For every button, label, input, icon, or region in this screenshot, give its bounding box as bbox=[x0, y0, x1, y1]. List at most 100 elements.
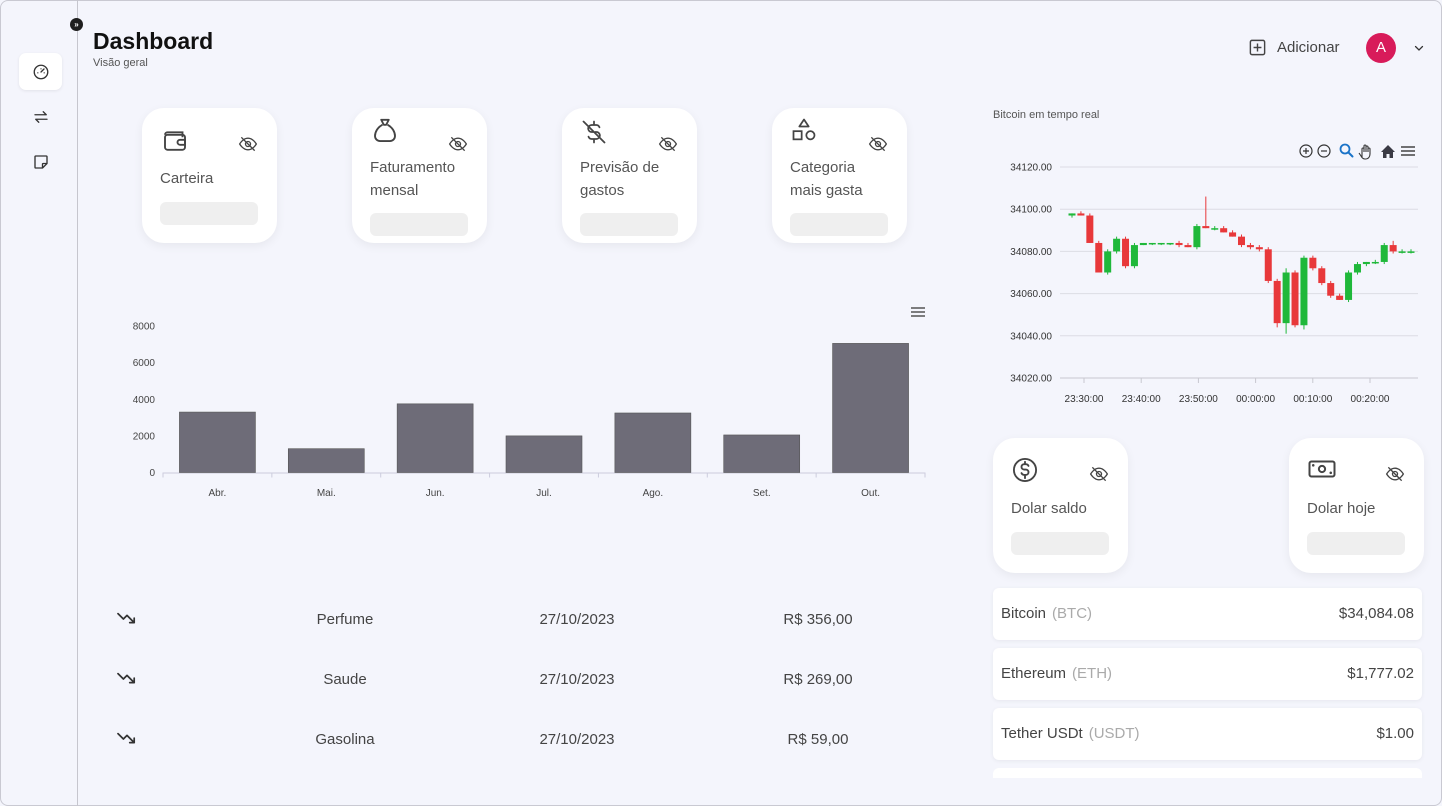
candle[interactable] bbox=[1345, 270, 1353, 303]
bar[interactable] bbox=[396, 403, 474, 473]
card-label: Carteira bbox=[160, 170, 214, 187]
candle[interactable] bbox=[1068, 213, 1076, 218]
candle[interactable] bbox=[1122, 236, 1130, 269]
trending-down-icon bbox=[117, 672, 136, 684]
card-categoria[interactable]: Categoria mais gasta bbox=[772, 108, 907, 243]
chevron-down-icon[interactable] bbox=[1413, 42, 1425, 54]
home-icon[interactable] bbox=[1381, 145, 1395, 158]
sidebar-collapse-button[interactable]: » bbox=[70, 18, 83, 31]
transaction-row[interactable]: Perfume 27/10/2023 R$ 356,00 bbox=[112, 605, 912, 635]
candle[interactable] bbox=[1077, 211, 1085, 216]
crypto-name: Tether USDt (USDT) bbox=[1001, 725, 1140, 742]
candle[interactable] bbox=[1380, 242, 1388, 265]
zoom-select-icon[interactable] bbox=[1339, 143, 1354, 158]
cash-bill-icon bbox=[1308, 460, 1336, 478]
candle[interactable] bbox=[1157, 242, 1165, 246]
candle[interactable] bbox=[1130, 242, 1138, 269]
candle[interactable] bbox=[1371, 259, 1379, 265]
candle[interactable] bbox=[1264, 247, 1272, 284]
value-placeholder bbox=[1011, 532, 1109, 555]
card-carteira[interactable]: Carteira bbox=[142, 108, 277, 243]
candle[interactable] bbox=[1229, 230, 1237, 237]
chart-menu-icon[interactable] bbox=[1401, 146, 1415, 156]
eye-off-icon[interactable] bbox=[868, 134, 888, 154]
eye-off-icon[interactable] bbox=[1385, 464, 1405, 484]
candle[interactable] bbox=[1327, 280, 1335, 298]
card-faturamento[interactable]: Faturamento mensal bbox=[352, 108, 487, 243]
candle[interactable] bbox=[1193, 223, 1201, 250]
crypto-name: Bitcoin (BTC) bbox=[1001, 605, 1093, 622]
candle[interactable] bbox=[1353, 261, 1361, 275]
candle[interactable] bbox=[1175, 240, 1183, 248]
bar[interactable] bbox=[832, 343, 909, 473]
candle[interactable] bbox=[1309, 255, 1317, 271]
candle[interactable] bbox=[1148, 242, 1156, 246]
crypto-symbol: (BTC) bbox=[1052, 605, 1093, 622]
crypto-row-partial bbox=[993, 768, 1422, 778]
zoom-in-icon[interactable] bbox=[1299, 144, 1313, 158]
transaction-row[interactable]: Gasolina 27/10/2023 R$ 59,00 bbox=[112, 725, 912, 755]
candle[interactable] bbox=[1300, 255, 1308, 330]
sidebar-item-dashboard[interactable] bbox=[19, 53, 62, 90]
candle[interactable] bbox=[1238, 234, 1245, 248]
y-tick-label: 34120.00 bbox=[1010, 163, 1052, 174]
candle[interactable] bbox=[1184, 242, 1192, 248]
pan-hand-icon[interactable] bbox=[1358, 144, 1371, 160]
x-tick-label: Jul. bbox=[536, 488, 552, 499]
candle[interactable] bbox=[1398, 249, 1406, 254]
sidebar-item-transactions[interactable] bbox=[19, 98, 62, 135]
candle[interactable] bbox=[1246, 242, 1254, 250]
eye-off-icon[interactable] bbox=[238, 134, 258, 154]
candle[interactable] bbox=[1318, 266, 1326, 286]
bar[interactable] bbox=[179, 411, 256, 473]
card-previsao[interactable]: Previsão de gastos bbox=[562, 108, 697, 243]
transaction-amount: R$ 59,00 bbox=[787, 731, 849, 748]
candle[interactable] bbox=[1362, 261, 1370, 267]
bar[interactable] bbox=[614, 412, 692, 473]
candle[interactable] bbox=[1086, 213, 1094, 243]
avatar[interactable]: A bbox=[1366, 33, 1396, 63]
candle[interactable] bbox=[1104, 249, 1112, 275]
page-subtitle: Visão geral bbox=[93, 57, 148, 69]
candle[interactable] bbox=[1220, 226, 1228, 233]
candle[interactable] bbox=[1389, 240, 1397, 254]
candle[interactable] bbox=[1291, 270, 1299, 328]
value-placeholder bbox=[160, 202, 258, 225]
candle[interactable] bbox=[1336, 293, 1344, 300]
eye-off-icon[interactable] bbox=[1089, 464, 1109, 484]
y-tick-label: 4000 bbox=[133, 395, 156, 406]
add-button[interactable]: Adicionar bbox=[1248, 38, 1340, 57]
candle[interactable] bbox=[1113, 236, 1121, 254]
chart-menu-icon[interactable] bbox=[910, 306, 926, 318]
candle[interactable] bbox=[1255, 245, 1263, 252]
candle[interactable] bbox=[1139, 242, 1147, 246]
candle[interactable] bbox=[1095, 240, 1103, 273]
crypto-row[interactable]: Bitcoin (BTC) $34,084.08 bbox=[993, 588, 1422, 640]
transaction-row[interactable]: Saude 27/10/2023 R$ 269,00 bbox=[112, 665, 912, 695]
add-button-label: Adicionar bbox=[1277, 39, 1340, 56]
eye-off-icon[interactable] bbox=[448, 134, 468, 154]
bar[interactable] bbox=[505, 435, 583, 473]
card-dolar-hoje[interactable]: Dolar hoje bbox=[1289, 438, 1424, 573]
candle[interactable] bbox=[1273, 278, 1281, 328]
sidebar-item-notes[interactable] bbox=[19, 143, 62, 180]
transaction-date: 27/10/2023 bbox=[539, 611, 615, 628]
chart-toolbar bbox=[1299, 143, 1415, 160]
zoom-out-icon[interactable] bbox=[1317, 144, 1331, 158]
x-tick-label: Abr. bbox=[209, 488, 227, 499]
bar[interactable] bbox=[287, 448, 365, 473]
crypto-row[interactable]: Ethereum (ETH) $1,777.02 bbox=[993, 648, 1422, 700]
x-tick-label: 00:20:00 bbox=[1351, 394, 1390, 405]
candle[interactable] bbox=[1166, 242, 1174, 246]
crypto-row[interactable]: Tether USDt (USDT) $1.00 bbox=[993, 708, 1422, 760]
y-tick-label: 8000 bbox=[133, 322, 156, 333]
candle[interactable] bbox=[1407, 249, 1415, 254]
card-dolar-saldo[interactable]: Dolar saldo bbox=[993, 438, 1128, 573]
eye-off-icon[interactable] bbox=[658, 134, 678, 154]
candle[interactable] bbox=[1282, 268, 1290, 334]
bar[interactable] bbox=[723, 434, 801, 473]
crypto-name: Ethereum (ETH) bbox=[1001, 665, 1113, 682]
candle[interactable] bbox=[1211, 226, 1219, 231]
candle[interactable] bbox=[1202, 196, 1210, 229]
transaction-amount: R$ 269,00 bbox=[783, 671, 853, 688]
